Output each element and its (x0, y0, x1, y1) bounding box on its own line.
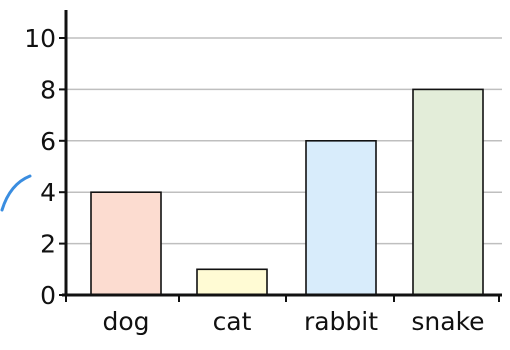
axes (59, 10, 502, 302)
x-category-label-dog: dog (102, 307, 149, 336)
y-tick-label-8: 8 (40, 75, 56, 104)
bar-cat (196, 268, 268, 296)
decorative-blue-arc (0, 174, 32, 212)
bar-snake (412, 88, 484, 296)
x-category-label-rabbit: rabbit (304, 307, 378, 336)
y-tick-label-10: 10 (24, 24, 56, 53)
y-tick-label-4: 4 (40, 178, 56, 207)
y-tick-label-6: 6 (40, 127, 56, 156)
bars (90, 88, 484, 296)
labels: 0 2 4 6 8 10 dog cat rabbit snake (24, 24, 484, 336)
x-category-label-cat: cat (213, 307, 252, 336)
x-category-label-snake: snake (411, 307, 484, 336)
y-tick-label-2: 2 (40, 230, 56, 259)
y-tick-label-0: 0 (40, 281, 56, 310)
bar-rabbit (305, 140, 377, 296)
bar-dog (90, 191, 162, 296)
